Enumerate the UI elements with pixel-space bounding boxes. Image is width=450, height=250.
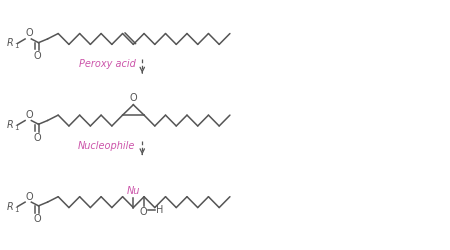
Text: O: O	[34, 214, 41, 224]
Text: O: O	[130, 93, 137, 103]
Text: O: O	[140, 207, 148, 217]
Text: Nucleophile: Nucleophile	[78, 141, 135, 151]
Text: H: H	[156, 204, 163, 214]
Text: R: R	[7, 202, 14, 211]
Text: R: R	[7, 38, 14, 48]
Text: R: R	[7, 120, 14, 130]
Text: 1: 1	[14, 206, 18, 212]
Text: 1: 1	[14, 44, 18, 50]
Text: O: O	[34, 51, 41, 61]
Text: O: O	[34, 133, 41, 143]
Text: O: O	[26, 28, 33, 38]
Text: Nu: Nu	[126, 186, 140, 196]
Text: O: O	[26, 110, 33, 120]
Text: O: O	[26, 192, 33, 202]
Text: Peroxy acid: Peroxy acid	[79, 59, 135, 69]
Text: 1: 1	[14, 125, 18, 131]
